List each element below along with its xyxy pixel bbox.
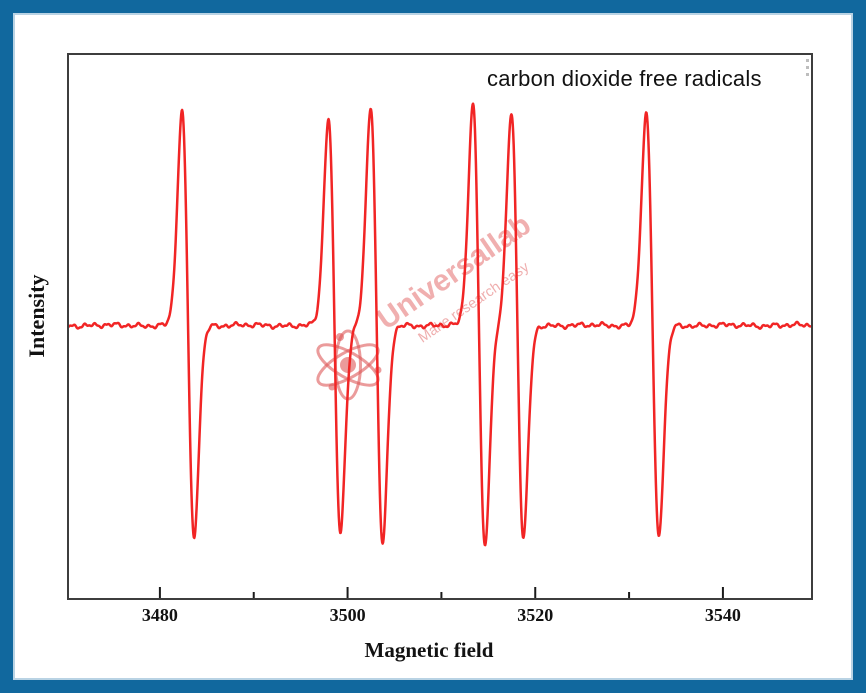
x-tick-label: 3500 — [329, 605, 366, 625]
y-axis-label: Intensity — [24, 274, 49, 358]
scrollbar-artifact — [806, 59, 809, 79]
x-tick-label: 3480 — [141, 605, 178, 625]
chart-title: carbon dioxide free radicals — [487, 66, 762, 91]
epr-curve — [67, 102, 813, 547]
x-tick-label: 3540 — [704, 605, 741, 625]
x-axis-label: Magnetic field — [364, 638, 494, 662]
plot-area: Universallab Make research easy — [67, 53, 813, 600]
x-tick-label: 3520 — [517, 605, 554, 625]
plot-border — [67, 53, 813, 600]
